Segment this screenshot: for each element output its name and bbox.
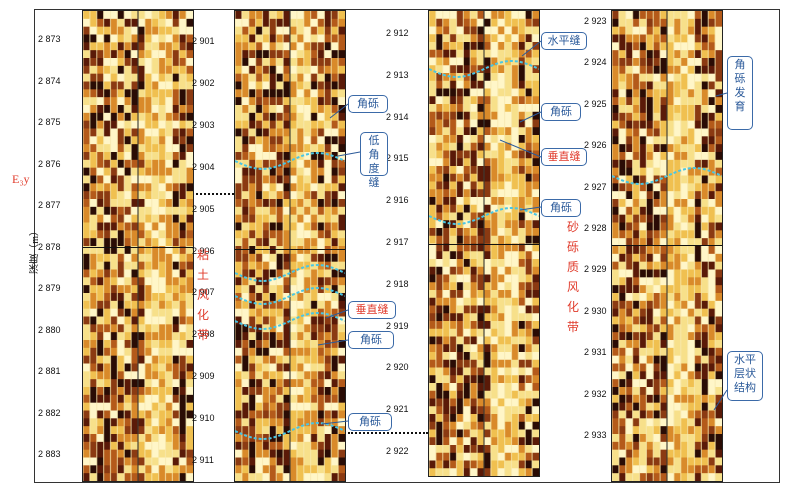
depth-label: 2 911 <box>192 455 214 465</box>
zone-char: 带 <box>566 320 579 334</box>
annotation-t4-horizontal-layer: 水平层状结构 <box>727 351 763 401</box>
depth-label: 2 922 <box>386 446 409 456</box>
depth-label: 2 878 <box>38 241 61 252</box>
depth-label: 2 880 <box>38 324 61 335</box>
gravel-weathering-zone-label: 砂砾质风化带 <box>566 217 580 337</box>
zone-char: 粘 <box>196 248 209 262</box>
annotation-t3-breccia-a: 角砾 <box>541 103 581 121</box>
annotation-t2-breccia-top: 角砾 <box>348 95 388 113</box>
depth-label: 2 914 <box>386 111 409 122</box>
depth-label: 2 923 <box>584 16 607 26</box>
depth-label: 2 932 <box>584 388 607 399</box>
depth-label: 2 926 <box>584 140 607 151</box>
boundary-connector-1 <box>196 193 234 195</box>
depth-label: 2 916 <box>386 195 409 206</box>
depth-label: 2 874 <box>38 75 61 86</box>
fmi-image-track-1 <box>82 10 194 482</box>
depth-label: 2 930 <box>584 305 607 316</box>
zone-char: 土 <box>196 268 209 282</box>
boundary-connector-2 <box>348 432 428 434</box>
depth-label: 2 920 <box>386 362 409 373</box>
fmi-image-track-4 <box>611 10 723 482</box>
depth-label: 2 913 <box>386 69 409 80</box>
depth-label: 2 924 <box>584 57 607 68</box>
annotation-t2-breccia-bottom: 角砾 <box>348 413 392 431</box>
depth-label: 2 881 <box>38 366 61 376</box>
depth-label: 2 915 <box>386 153 409 164</box>
depth-label: 2 912 <box>386 28 409 38</box>
annotation-t2-low-angle-fracture: 低角度缝 <box>360 132 388 189</box>
formation-label: E₃y <box>12 172 30 186</box>
zone-char: 化 <box>566 300 579 314</box>
fmi-image-track-2 <box>234 10 346 482</box>
depth-label: 2 901 <box>192 36 215 46</box>
depth-label: 2 918 <box>386 278 409 289</box>
depth-label: 2 882 <box>38 407 61 418</box>
zone-char: 化 <box>196 308 209 322</box>
depth-label: 2 921 <box>386 404 409 415</box>
depth-label: 2 917 <box>386 237 409 247</box>
depth-label: 2 873 <box>38 34 61 44</box>
depth-label: 2 910 <box>192 413 215 424</box>
depth-label: 2 879 <box>38 283 61 293</box>
depth-label: 2 902 <box>192 77 215 88</box>
depth-label: 2 876 <box>38 158 61 169</box>
depth-label: 2 933 <box>584 430 607 440</box>
zone-char: 带 <box>196 328 209 342</box>
depth-label: 2 877 <box>38 200 61 210</box>
fmi-image-track-3 <box>428 10 540 477</box>
depth-label: 2 931 <box>584 347 607 358</box>
annotation-t2-vertical-fracture: 垂直缝 <box>348 301 396 319</box>
depth-label: 2 903 <box>192 119 215 130</box>
zone-char: 砂 <box>566 220 579 234</box>
depth-label: 2 925 <box>584 98 607 109</box>
depth-label: 2 906 <box>192 245 215 256</box>
zone-char: 砾 <box>566 240 579 254</box>
depth-label: 2 928 <box>584 223 607 233</box>
depth-label: 2 904 <box>192 161 215 172</box>
section-divider <box>429 244 539 245</box>
clay-weathering-zone-label: 粘土风化带 <box>196 245 210 345</box>
depth-label: 2 929 <box>584 264 607 275</box>
depth-label: 2 905 <box>192 203 215 214</box>
annotation-t2-breccia-mid: 角砾 <box>348 331 394 349</box>
section-divider <box>83 247 193 248</box>
annotation-t3-breccia-b: 角砾 <box>541 199 581 217</box>
zone-char: 质 <box>566 260 579 274</box>
zone-char: 风 <box>566 280 579 294</box>
section-divider <box>612 245 722 246</box>
annotation-t3-horizontal-fracture: 水平缝 <box>541 32 587 50</box>
zone-char: 风 <box>196 288 209 302</box>
depth-label: 2 927 <box>584 181 607 192</box>
depth-label: 2 907 <box>192 287 215 298</box>
depth-label: 2 909 <box>192 371 215 382</box>
annotation-t3-vertical-fracture: 垂直缝 <box>541 148 587 166</box>
depth-label: 2 883 <box>38 449 61 459</box>
depth-label: 2 908 <box>192 329 215 340</box>
annotation-t4-breccia-development: 角砾发育 <box>727 56 753 130</box>
depth-label: 2 875 <box>38 117 61 127</box>
section-divider <box>235 249 345 250</box>
figure-frame <box>34 9 780 483</box>
depth-label: 2 919 <box>386 320 409 331</box>
